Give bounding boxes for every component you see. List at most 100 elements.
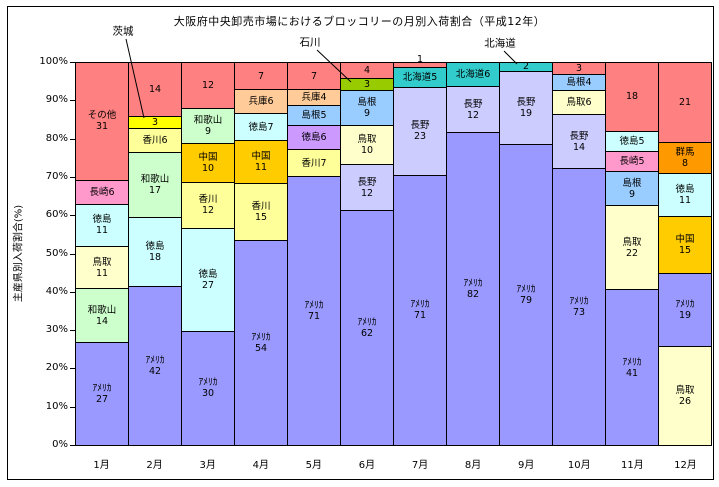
bar-segment: ｱﾒﾘｶ 30 <box>182 330 234 445</box>
y-tick-label: 60% <box>45 209 68 221</box>
bar-segment: 鳥取 10 <box>341 125 393 165</box>
bar-segment: ｱﾒﾘｶ 79 <box>500 143 552 445</box>
segment-label: 香川 15 <box>251 201 271 224</box>
segment-label: ｱﾒﾘｶ 71 <box>304 300 324 323</box>
segment-label: 兵庫4 <box>301 92 327 104</box>
bar-segment: ｱﾒﾘｶ 73 <box>553 168 605 446</box>
segment-label: ｱﾒﾘｶ 71 <box>410 299 430 322</box>
segment-label: ｱﾒﾘｶ 27 <box>92 383 112 406</box>
segment-label: 和歌山 9 <box>193 115 223 138</box>
x-tick-label: 3月 <box>199 460 216 471</box>
x-tick-label: 2月 <box>146 460 163 471</box>
y-tick-label: 50% <box>45 247 68 259</box>
bar-segment: 兵庫4 <box>288 89 340 106</box>
bar-segment: 7 <box>235 62 287 90</box>
x-tick-label: 1月 <box>93 460 110 471</box>
bar-segment: 徳島5 <box>606 130 658 151</box>
segment-label: 和歌山 14 <box>87 304 117 327</box>
segment-label: 鳥取6 <box>566 97 592 109</box>
segment-label: 4 <box>363 65 371 77</box>
segment-label: 中国 10 <box>198 152 218 175</box>
segment-label: ｱﾒﾘｶ 42 <box>145 354 165 377</box>
y-tick-label: 40% <box>45 285 68 297</box>
plot-area: その他 31 長崎6 徳島 11 鳥取 11 和歌山 14 ｱﾒﾘｶ 27 14 3 香川6 和歌山 17 徳島… <box>75 54 712 446</box>
segment-label: 中国 15 <box>675 234 695 257</box>
bar-segment: 長野 23 <box>394 86 446 175</box>
bar-segment: 北海道5 <box>394 66 446 87</box>
bar-segment: 徳島 11 <box>76 203 128 246</box>
segment-label: 鳥取 26 <box>675 384 695 407</box>
segment-label: ｱﾒﾘｶ 19 <box>675 299 695 322</box>
segment-label: 3 <box>575 63 583 75</box>
y-tick-mark <box>70 291 75 293</box>
bar-segment: 長崎5 <box>606 150 658 171</box>
segment-label: 3 <box>151 116 159 128</box>
segment-label: 徳島 18 <box>145 240 165 263</box>
y-tick-label: 20% <box>45 362 68 374</box>
segment-label: 長野 14 <box>569 130 589 153</box>
bar-segment: ｱﾒﾘｶ 42 <box>129 285 181 446</box>
bar-segment: ｱﾒﾘｶ 27 <box>76 342 128 446</box>
annotation-label-hokkaido: 北海道 <box>484 37 516 50</box>
y-tick-mark <box>70 445 75 446</box>
bar-segment: 香川 15 <box>235 182 287 241</box>
bar-segment: ｱﾒﾘｶ 62 <box>341 210 393 445</box>
bar-segment: 3 <box>129 115 181 129</box>
y-tick-mark <box>70 138 75 140</box>
bar-column-10月: 3 島根4 鳥取6 長野 14 ｱﾒﾘｶ 73 <box>552 62 605 446</box>
x-tick-label: 4月 <box>252 460 269 471</box>
y-tick-mark <box>70 176 75 178</box>
bar-segment: ｱﾒﾘｶ 54 <box>235 240 287 445</box>
bar-segment: 4 <box>341 62 393 79</box>
segment-label: 鳥取 11 <box>92 256 112 279</box>
bar-segment: ｱﾒﾘｶ 82 <box>447 132 499 445</box>
bar-segment: 島根4 <box>553 74 605 91</box>
segment-label: 鳥取 22 <box>622 236 642 259</box>
x-tick-label: 9月 <box>518 460 535 471</box>
segment-label: その他 31 <box>87 110 117 133</box>
bar-segment: 北海道6 <box>447 62 499 86</box>
bar-column-3月: 12 和歌山 9 中国 10 香川 12 徳島 27 ｱﾒﾘｶ 30 <box>181 62 234 445</box>
bar-segment: 和歌山 14 <box>76 288 128 343</box>
bar-segment: 長野 14 <box>553 114 605 169</box>
chart-frame <box>7 6 714 480</box>
segment-label: 7 <box>310 70 318 82</box>
y-axis-title: 主産県別入荷割合(%) <box>13 204 25 303</box>
segment-label: 14 <box>148 83 162 95</box>
y-tick-label: 70% <box>45 170 68 182</box>
bar-segment: 12 <box>182 62 234 109</box>
y-tick-mark <box>70 406 75 408</box>
bar-segment: 鳥取 26 <box>659 345 711 445</box>
segment-label: ｱﾒﾘｶ 62 <box>357 317 377 340</box>
segment-label: 12 <box>201 80 215 92</box>
bar-segment: 徳島 18 <box>129 216 181 286</box>
segment-label: 長崎6 <box>89 186 115 198</box>
x-tick-label: 7月 <box>411 460 429 471</box>
bar-segment: ｱﾒﾘｶ 71 <box>394 174 446 446</box>
segment-label: 長崎5 <box>619 155 645 167</box>
segment-label: 21 <box>678 97 692 109</box>
bar-segment: 3 <box>553 62 605 75</box>
bar-column-6月: 4 3 島根 9 鳥取 10 長野 12 ｱﾒﾘｶ 62 <box>340 62 393 445</box>
bar-segment: 長野 19 <box>500 70 552 144</box>
bar-segment: 徳島 27 <box>182 228 234 331</box>
bar-segment: 長野 12 <box>341 164 393 211</box>
segment-label: ｱﾒﾘｶ 73 <box>569 296 589 319</box>
segment-label: 長野 23 <box>410 120 430 143</box>
y-tick-mark <box>70 253 75 255</box>
bar-segment: 徳島7 <box>235 113 287 141</box>
y-tick-label: 90% <box>45 94 68 106</box>
bar-segment: 鳥取 22 <box>606 205 658 290</box>
segment-label: 島根5 <box>301 110 327 122</box>
segment-label: 徳島 27 <box>198 269 218 291</box>
bar-column-9月: 2 長野 19 ｱﾒﾘｶ 79 <box>499 61 552 445</box>
bar-segment: 中国 10 <box>182 143 234 182</box>
bar-segment: 島根 9 <box>341 90 393 126</box>
bar-column-8月: 北海道6 長野 12 ｱﾒﾘｶ 82 <box>446 62 499 445</box>
bar-segment: 中国 11 <box>235 140 287 183</box>
bar-segment: 徳島 11 <box>659 173 711 216</box>
segment-label: 鳥取 10 <box>357 134 377 157</box>
bar-segment: 香川6 <box>129 128 181 152</box>
y-tick-mark <box>70 368 75 370</box>
